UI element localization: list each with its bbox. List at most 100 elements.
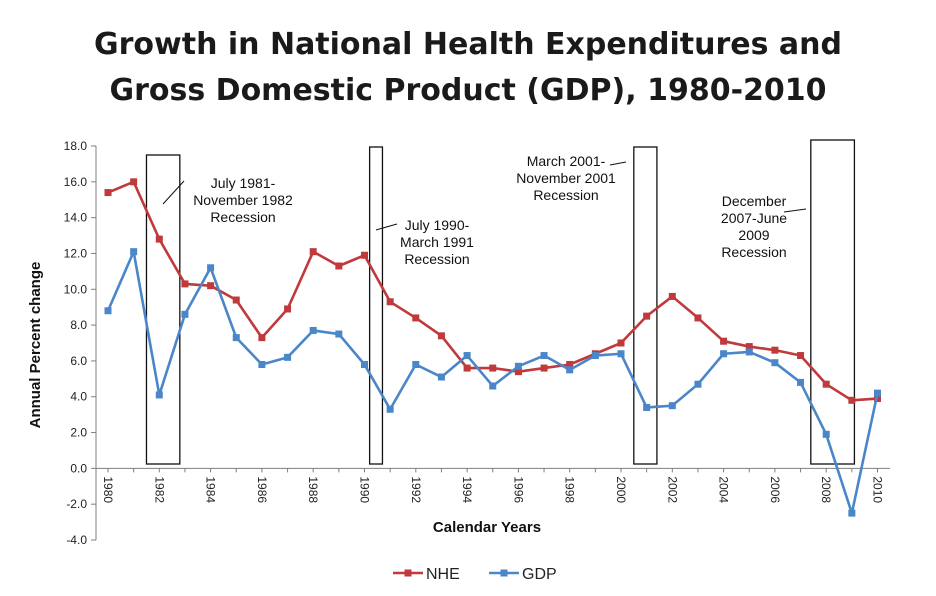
x-axis-label: Calendar Years — [433, 519, 541, 536]
recession-annotations: July 1981-November 1982 Recession July 199… — [162, 153, 807, 267]
gdp-point — [207, 264, 215, 272]
x-tick-label: 1996 — [511, 476, 525, 503]
nhe-point — [181, 280, 189, 288]
y-tick-label: -4.0 — [66, 533, 87, 547]
nhe-point — [694, 314, 702, 322]
y-tick-label: -2.0 — [66, 497, 87, 511]
legend-label-gdp: GDP — [522, 566, 557, 583]
nhe-point — [207, 282, 215, 290]
gdp-point — [720, 350, 728, 358]
y-tick-label: 4.0 — [70, 390, 87, 404]
legend-marker-nhe — [404, 569, 412, 577]
gdp-point — [309, 326, 317, 334]
nhe-point — [489, 364, 497, 372]
x-tick-label: 1992 — [409, 476, 423, 503]
recession-label-3: March 2001-November 2001 Recession — [516, 153, 616, 203]
recession-leader-line — [609, 161, 627, 166]
recession-label-line: Recession — [404, 251, 469, 267]
nhe-point — [848, 396, 856, 404]
nhe-point — [720, 337, 728, 345]
series-line-gdp — [106, 250, 879, 515]
x-tick-label: 2006 — [768, 476, 782, 503]
y-tick-label: 10.0 — [64, 282, 88, 296]
y-tick-label: 0.0 — [70, 461, 87, 475]
chart-legend: NHE GDP — [393, 566, 557, 583]
nhe-point — [412, 314, 420, 322]
recession-boxes — [145, 139, 856, 465]
x-tick-label: 2008 — [819, 476, 833, 503]
gdp-point — [540, 352, 548, 360]
nhe-point — [566, 360, 574, 368]
nhe-point — [155, 235, 163, 243]
legend-marker-gdp — [500, 569, 508, 577]
recession-label-line: March 1991 — [400, 234, 474, 250]
nhe-point — [258, 334, 266, 342]
recession-leader-line — [162, 180, 185, 205]
nhe-point — [668, 292, 676, 300]
nhe-point — [617, 339, 625, 347]
nhe-point — [643, 312, 651, 320]
recession-label-line: Recession — [210, 209, 275, 225]
gdp-point — [463, 352, 471, 360]
recession-leader-line — [375, 223, 398, 231]
recession-label-line: March 2001- — [527, 153, 606, 169]
gdp-point — [797, 378, 805, 386]
x-tick-label: 1988 — [306, 476, 320, 503]
gdp-point — [694, 380, 702, 388]
gdp-point — [335, 330, 343, 338]
gdp-point — [566, 366, 574, 374]
nhe-point — [386, 298, 394, 306]
recession-label-line: 2009 — [738, 227, 769, 243]
nhe-point — [745, 343, 753, 351]
nhe-point — [335, 262, 343, 270]
recession-box-4 — [810, 139, 856, 465]
recession-box-2 — [368, 146, 384, 465]
recession-label-line: 2007-June — [721, 210, 787, 226]
recession-box-3 — [633, 146, 658, 465]
y-tick-label: 16.0 — [64, 175, 88, 189]
recession-label-line: November 2001 — [516, 170, 616, 186]
gdp-point — [130, 248, 138, 256]
nhe-point — [771, 346, 779, 354]
gdp-point — [361, 360, 368, 368]
chart-axes: -4.0 -2.0 0.0 2.0 4.0 6.0 8.0 10.0 12.0 14.0 16.0 1… — [64, 139, 890, 547]
gdp-point — [386, 405, 394, 413]
chart-title-line-1: Growth in National Health Expenditures a… — [93, 27, 842, 62]
nhe-point — [437, 332, 445, 340]
nhe-point — [822, 380, 830, 388]
x-tick-label: 2010 — [871, 476, 885, 503]
gdp-point — [104, 307, 112, 315]
x-tick-label: 1998 — [563, 476, 577, 503]
gdp-point — [848, 509, 856, 517]
y-tick-label: 2.0 — [70, 426, 87, 440]
chart-series — [104, 178, 881, 517]
gdp-point — [232, 334, 240, 342]
recession-label-line: July 1990- — [405, 217, 470, 233]
nhe-point — [284, 305, 292, 313]
gdp-point — [643, 403, 651, 411]
x-tick-label: 1982 — [152, 476, 166, 503]
x-tick-label: 1984 — [204, 476, 218, 503]
nhe-point — [797, 352, 805, 360]
recession-label-line: Recession — [721, 244, 786, 260]
gdp-point — [284, 353, 292, 361]
nhe-point — [104, 189, 112, 197]
y-tick-label: 18.0 — [64, 139, 88, 153]
x-tick-label: 2000 — [614, 476, 628, 503]
nhe-point — [361, 251, 368, 259]
gdp-point — [822, 430, 830, 438]
gdp-point — [489, 382, 497, 390]
recession-label-4: December 2007-June 2009 Recession — [721, 193, 787, 260]
recession-box-1 — [145, 154, 181, 465]
legend-label-nhe: NHE — [426, 566, 460, 583]
nhe-point — [309, 248, 317, 256]
y-tick-label: 6.0 — [70, 354, 87, 368]
x-tick-label: 2002 — [665, 476, 679, 503]
nhe-point — [232, 296, 240, 304]
gdp-point — [668, 402, 676, 410]
y-tick-label: 12.0 — [64, 246, 88, 260]
gdp-point — [771, 359, 779, 367]
gdp-point — [412, 360, 420, 368]
chart-title: Growth in National Health Expenditures a… — [0, 22, 936, 114]
